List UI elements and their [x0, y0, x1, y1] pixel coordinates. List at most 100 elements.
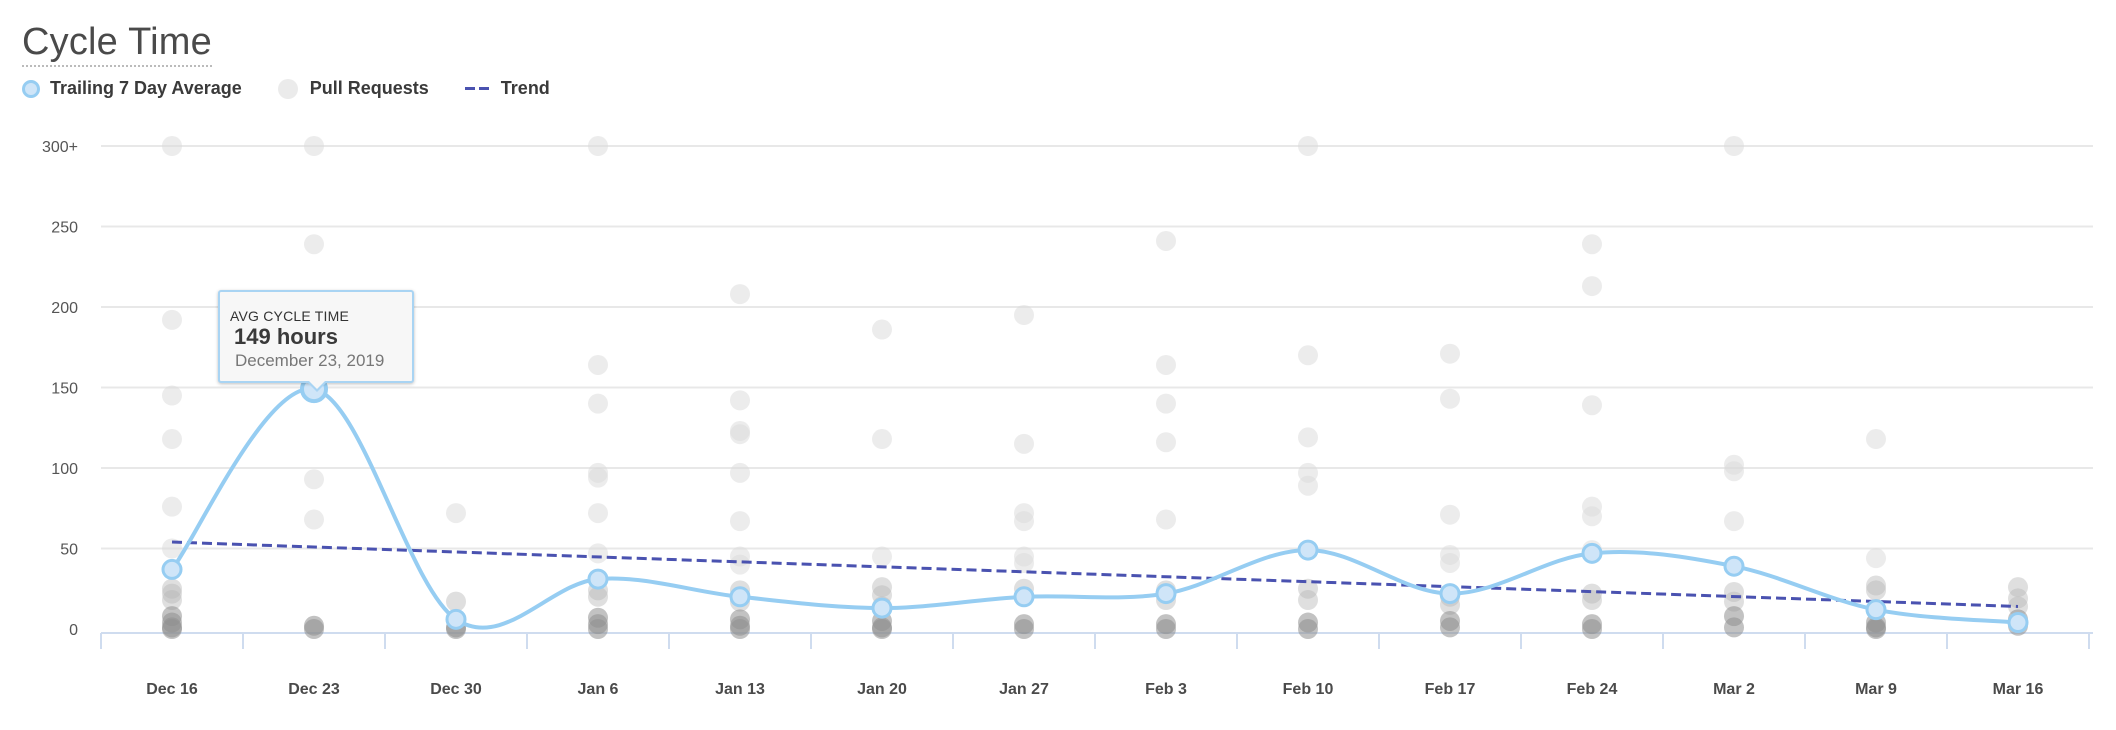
pull-request-dot[interactable] — [1298, 136, 1318, 156]
pull-request-dot[interactable] — [1440, 388, 1460, 409]
pull-request-dot[interactable] — [1156, 509, 1176, 530]
pull-request-dot[interactable] — [1014, 433, 1034, 454]
pull-request-dot[interactable] — [162, 583, 182, 604]
pull-request-dot[interactable] — [588, 354, 608, 375]
pull-request-dot[interactable] — [588, 619, 608, 639]
pull-request-dot[interactable] — [588, 467, 608, 488]
pull-request-dot[interactable] — [304, 619, 324, 639]
pull-request-dot[interactable] — [872, 546, 892, 567]
pull-request-dot[interactable] — [1440, 617, 1460, 638]
average-point[interactable] — [871, 597, 893, 619]
legend-item-pull-requests[interactable]: Pull Requests — [277, 78, 429, 99]
pull-request-dot[interactable] — [1156, 393, 1176, 414]
pull-request-dot[interactable] — [446, 503, 466, 524]
pull-request-dot[interactable] — [162, 578, 182, 599]
pull-request-dot[interactable] — [1440, 552, 1460, 573]
pull-request-dot[interactable] — [730, 284, 750, 305]
pull-request-dot[interactable] — [1014, 552, 1034, 573]
pull-request-dot[interactable] — [304, 136, 324, 156]
pull-request-dot[interactable] — [1866, 580, 1886, 601]
pull-request-dot[interactable] — [2008, 588, 2028, 609]
pull-request-dot[interactable] — [730, 619, 750, 639]
average-point[interactable] — [1865, 599, 1887, 621]
average-point[interactable] — [2007, 612, 2029, 634]
average-point[interactable] — [1581, 542, 1603, 564]
average-point[interactable] — [1439, 583, 1461, 605]
pull-request-dot[interactable] — [1156, 230, 1176, 251]
pull-request-dot[interactable] — [1156, 354, 1176, 375]
pull-request-dot[interactable] — [1298, 590, 1318, 611]
pull-request-dot[interactable] — [1298, 475, 1318, 496]
pull-request-dot[interactable] — [162, 136, 182, 156]
pull-request-dot[interactable] — [1440, 343, 1460, 364]
tooltip-value: 149 hours — [234, 324, 338, 349]
pull-request-dot[interactable] — [1724, 136, 1744, 156]
pull-request-dot[interactable] — [1582, 234, 1602, 255]
pull-request-dot[interactable] — [162, 429, 182, 450]
y-tick-label: 250 — [51, 220, 78, 237]
pull-request-dot[interactable] — [446, 591, 466, 612]
pull-request-dot[interactable] — [1724, 461, 1744, 482]
pull-request-dot[interactable] — [1866, 429, 1886, 450]
pull-request-dot[interactable] — [588, 543, 608, 564]
pull-request-dot[interactable] — [1866, 548, 1886, 569]
pull-request-dot[interactable] — [162, 309, 182, 330]
pull-request-dot[interactable] — [1724, 617, 1744, 638]
dot-marker-icon — [277, 78, 298, 99]
pull-request-dot[interactable] — [162, 496, 182, 517]
pull-request-dot[interactable] — [304, 509, 324, 530]
average-point[interactable] — [1723, 555, 1745, 577]
pull-request-dot[interactable] — [1156, 432, 1176, 453]
pull-request-dot[interactable] — [730, 511, 750, 532]
pull-request-dot[interactable] — [1582, 619, 1602, 639]
pull-request-dot[interactable] — [1014, 305, 1034, 326]
pull-request-dot[interactable] — [1582, 276, 1602, 297]
pull-request-dot[interactable] — [872, 319, 892, 340]
pull-request-dot[interactable] — [1866, 575, 1886, 596]
pull-request-dot[interactable] — [1298, 345, 1318, 366]
pull-request-dot[interactable] — [1298, 427, 1318, 448]
legend-label: Pull Requests — [309, 78, 429, 98]
pull-request-dot[interactable] — [588, 136, 608, 156]
pull-request-dot[interactable] — [730, 554, 750, 575]
pull-request-dot[interactable] — [588, 586, 608, 607]
pull-request-dot[interactable] — [1866, 619, 1886, 639]
average-point[interactable] — [729, 586, 751, 608]
pull-request-dot[interactable] — [1014, 619, 1034, 639]
pull-request-dot[interactable] — [304, 234, 324, 255]
average-point[interactable] — [1155, 583, 1177, 605]
average-point[interactable] — [445, 608, 467, 630]
pull-request-dot[interactable] — [730, 424, 750, 445]
pull-request-dot[interactable] — [1582, 590, 1602, 611]
pull-request-dot[interactable] — [1014, 511, 1034, 532]
pull-request-dot[interactable] — [2008, 577, 2028, 598]
pull-request-dot[interactable] — [872, 619, 892, 639]
average-point[interactable] — [1297, 539, 1319, 561]
pull-request-dot[interactable] — [1582, 506, 1602, 527]
legend-item-trend[interactable]: Trend — [464, 78, 550, 99]
pull-request-dot[interactable] — [588, 393, 608, 414]
pull-request-dot[interactable] — [1724, 511, 1744, 532]
x-tick-label: Dec 30 — [430, 681, 482, 698]
trailing-average-line — [161, 375, 2029, 634]
pull-request-dot[interactable] — [1298, 619, 1318, 639]
pull-request-dot[interactable] — [730, 390, 750, 411]
pull-request-dot[interactable] — [1582, 395, 1602, 416]
pull-request-dot[interactable] — [872, 577, 892, 598]
pull-request-dot[interactable] — [1298, 578, 1318, 599]
average-point[interactable] — [587, 568, 609, 590]
pull-request-dot[interactable] — [872, 429, 892, 450]
average-point[interactable] — [161, 558, 183, 580]
pull-request-dot[interactable] — [162, 590, 182, 611]
legend-item-trailing-average[interactable]: Trailing 7 Day Average — [22, 78, 242, 99]
pull-request-dot[interactable] — [1440, 504, 1460, 525]
x-tick-label: Jan 27 — [999, 681, 1049, 698]
pull-request-dot[interactable] — [730, 462, 750, 483]
pull-request-dot[interactable] — [1582, 583, 1602, 604]
pull-request-dot[interactable] — [162, 385, 182, 406]
average-point[interactable] — [1013, 586, 1035, 608]
pull-request-dot[interactable] — [304, 469, 324, 490]
pull-request-dot[interactable] — [1156, 619, 1176, 639]
pull-request-dot[interactable] — [162, 619, 182, 639]
pull-request-dot[interactable] — [588, 503, 608, 524]
